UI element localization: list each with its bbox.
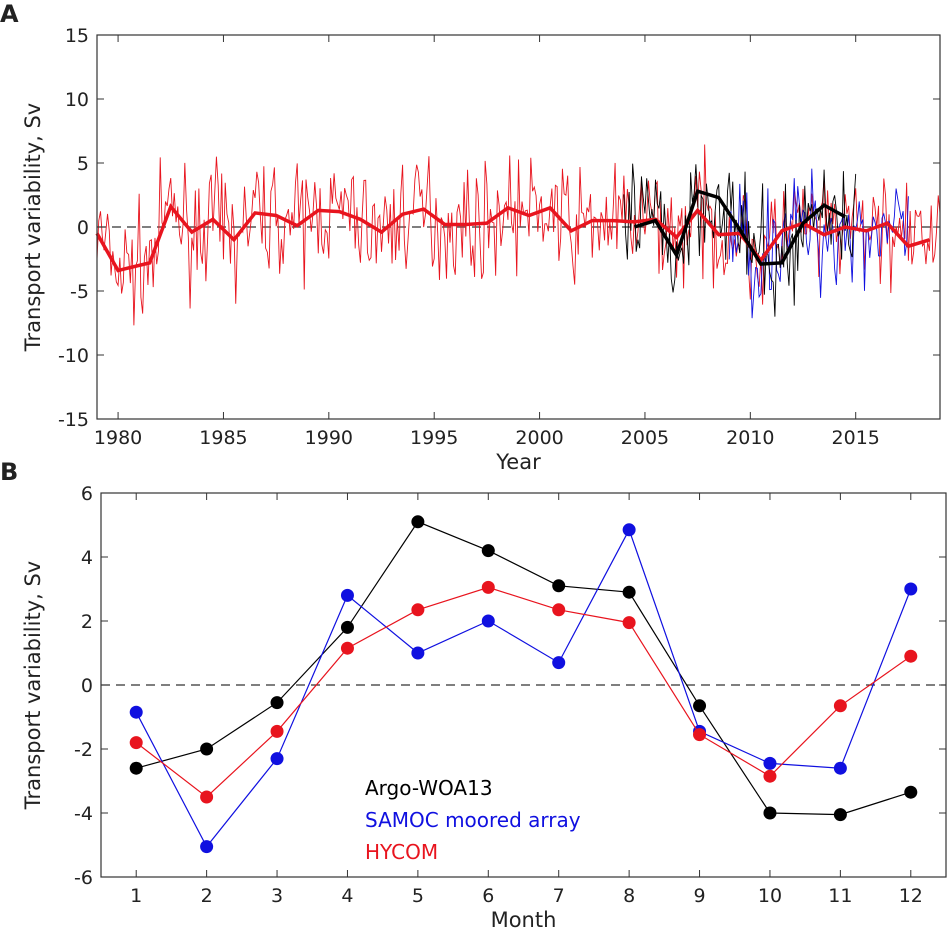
data-point	[833, 699, 847, 713]
data-point	[622, 585, 636, 599]
data-point	[270, 724, 284, 738]
y-tick-label: 0	[77, 217, 89, 239]
data-point	[270, 752, 284, 766]
x-tick-label: 2000	[515, 427, 563, 449]
y-axis-label: Transport variability, Sv	[21, 561, 45, 810]
x-tick-label: 1990	[305, 427, 353, 449]
x-tick-label: 12	[899, 885, 923, 907]
x-tick-label: 1	[130, 885, 142, 907]
x-tick-label: 2010	[726, 427, 774, 449]
y-tick-label: -4	[74, 803, 93, 825]
y-tick-label: 10	[65, 89, 89, 111]
data-point	[763, 806, 777, 820]
monthly-series-line	[728, 168, 909, 319]
data-point	[481, 544, 495, 558]
series-line	[135, 586, 912, 798]
data-point	[411, 515, 425, 529]
y-tick-label: 6	[81, 483, 93, 505]
x-axis-label: Month	[491, 908, 557, 932]
monthly-series-line	[623, 163, 857, 317]
x-tick-label: 2	[201, 885, 213, 907]
x-tick-label: 5	[412, 885, 424, 907]
data-point	[763, 769, 777, 783]
monthly-series-line	[96, 144, 941, 326]
data-point	[904, 785, 918, 799]
x-tick-label: 2015	[832, 427, 880, 449]
data-point	[622, 616, 636, 630]
plot-area	[95, 144, 941, 326]
data-point	[481, 580, 495, 594]
data-point	[763, 756, 777, 770]
x-tick-label: 7	[553, 885, 565, 907]
panel-label: A	[0, 0, 19, 28]
series-line	[136, 521, 911, 816]
y-tick-label: -15	[58, 409, 89, 431]
x-tick-label: 8	[623, 885, 635, 907]
data-point	[340, 620, 354, 634]
x-tick-label: 2005	[621, 427, 669, 449]
legend-entry: Argo-WOA13	[365, 776, 493, 800]
data-point	[552, 603, 566, 617]
x-tick-label: 9	[693, 885, 705, 907]
data-point	[129, 705, 143, 719]
y-tick-label: 4	[81, 547, 93, 569]
y-tick-label: 0	[81, 675, 93, 697]
data-point	[622, 523, 636, 537]
data-point	[833, 808, 847, 822]
legend-entry: SAMOC moored array	[365, 808, 581, 832]
data-point	[340, 588, 354, 602]
data-point	[340, 641, 354, 655]
y-tick-label: 5	[77, 153, 89, 175]
x-tick-label: 3	[271, 885, 283, 907]
y-tick-label: 15	[65, 25, 89, 47]
plot-area	[129, 515, 918, 854]
data-point	[693, 699, 707, 713]
data-point	[904, 582, 918, 596]
series-line	[135, 528, 912, 848]
annual-mean-line	[633, 188, 847, 266]
x-tick-label: 4	[341, 885, 353, 907]
y-tick-label: 2	[81, 611, 93, 633]
x-tick-label: 6	[482, 885, 494, 907]
data-point	[129, 736, 143, 750]
y-tick-label: -6	[74, 867, 93, 889]
annual-mean-line	[95, 203, 930, 273]
x-tick-label: 1995	[410, 427, 458, 449]
data-point	[552, 579, 566, 593]
legend-entry: HYCOM	[365, 840, 438, 864]
x-tick-label: 1980	[94, 427, 142, 449]
y-tick-label: -2	[74, 739, 93, 761]
data-point	[200, 790, 214, 804]
y-axis-label: Transport variability, Sv	[21, 103, 45, 352]
data-point	[411, 646, 425, 660]
data-point	[552, 656, 566, 670]
data-point	[270, 696, 284, 710]
x-tick-label: 11	[828, 885, 852, 907]
data-point	[129, 761, 143, 775]
data-point	[833, 761, 847, 775]
data-point	[200, 840, 214, 854]
x-axis-label: Year	[495, 450, 541, 474]
data-point	[200, 742, 214, 756]
data-point	[481, 614, 495, 628]
x-tick-label: 1985	[199, 427, 247, 449]
data-point	[693, 728, 707, 742]
data-point	[411, 603, 425, 617]
x-tick-label: 10	[758, 885, 782, 907]
y-tick-label: -10	[58, 345, 89, 367]
panel-label: B	[0, 458, 18, 486]
data-point	[904, 649, 918, 663]
y-tick-label: -5	[70, 281, 89, 303]
